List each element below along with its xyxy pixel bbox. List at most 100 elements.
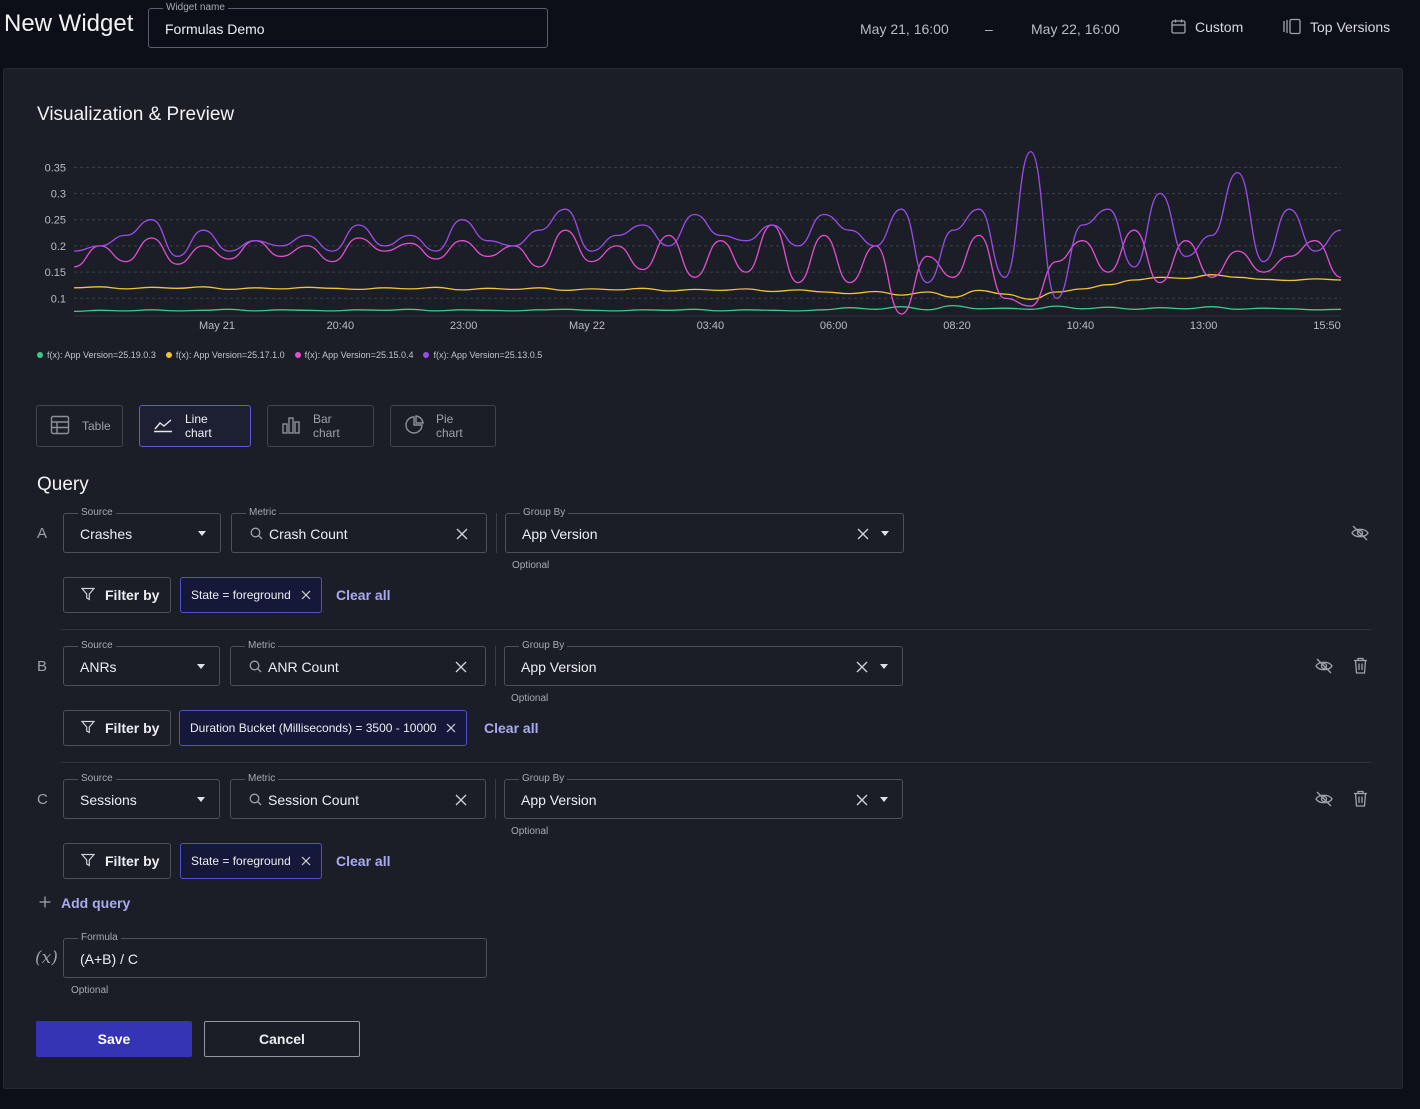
metric-label: Metric [245, 773, 279, 785]
pie-chart-view-button[interactable]: Pie chart [390, 405, 496, 447]
filter-chip-label: State = foreground [191, 854, 291, 868]
group-by-value: App Version [522, 526, 598, 542]
source-value: ANRs [80, 659, 117, 675]
remove-filter-icon[interactable] [301, 856, 311, 866]
filter-by-button-c[interactable]: Filter by [63, 843, 171, 879]
legend-color-dot [165, 352, 172, 358]
caret-down-icon [880, 797, 888, 802]
filter-chip-b[interactable]: Duration Bucket (Milliseconds) = 3500 - … [179, 710, 468, 746]
series-line-4 [73, 150, 1342, 299]
date-range-start[interactable]: May 21, 16:00 [860, 21, 949, 37]
legend-color-dot [294, 352, 301, 358]
remove-filter-icon[interactable] [301, 590, 311, 600]
query-title: Query [37, 474, 89, 495]
versions-icon [1282, 18, 1302, 35]
date-range-end[interactable]: May 22, 16:00 [1031, 21, 1120, 37]
cancel-button[interactable]: Cancel [204, 1021, 360, 1057]
table-icon [50, 415, 70, 438]
clear-group-by-icon[interactable] [856, 660, 868, 678]
filter-chip-a[interactable]: State = foreground [180, 577, 322, 613]
remove-filter-icon[interactable] [446, 723, 456, 733]
add-query-label: Add query [61, 895, 131, 911]
filter-by-label: Filter by [105, 853, 160, 869]
eye-off-icon[interactable] [1351, 525, 1369, 546]
source-select-a[interactable]: Source Crashes [63, 507, 221, 553]
eye-off-icon[interactable] [1315, 791, 1333, 812]
legend-label: f(x): App Version=25.19.0.3 [47, 350, 156, 360]
group-by-label: Group By [519, 640, 568, 652]
formula-value[interactable]: (A+B) / C [80, 951, 138, 967]
source-value: Sessions [80, 792, 137, 808]
filter-by-label: Filter by [105, 587, 160, 603]
formula-icon: (x) [35, 948, 58, 968]
widget-editor-panel: Visualization & Preview 0.1 0.15 0.2 0.25 0.… [3, 68, 1403, 1089]
legend-item[interactable]: f(x): App Version=25.17.1.0 [165, 350, 285, 360]
plus-icon [39, 895, 51, 911]
group-by-select-a[interactable]: Group By App Version [505, 507, 904, 553]
legend-label: f(x): App Version=25.17.1.0 [175, 350, 285, 360]
clear-metric-icon[interactable] [455, 793, 467, 811]
filter-icon [80, 587, 96, 604]
filter-by-button-a[interactable]: Filter by [63, 577, 171, 613]
trash-icon[interactable] [1353, 790, 1368, 812]
filter-chip-c[interactable]: State = foreground [180, 843, 322, 879]
source-value: Crashes [80, 526, 133, 542]
metric-label: Metric [246, 507, 280, 519]
widget-name-field[interactable]: Widget name Formulas Demo [148, 2, 548, 48]
clear-group-by-icon[interactable] [857, 527, 869, 545]
source-label: Source [78, 507, 116, 519]
clear-metric-icon[interactable] [456, 527, 468, 545]
clear-all-filters-b[interactable]: Clear all [484, 720, 539, 736]
bar-chart-icon [281, 415, 301, 438]
clear-all-filters-a[interactable]: Clear all [336, 587, 391, 603]
widget-name-value[interactable]: Formulas Demo [165, 21, 265, 37]
group-by-select-c[interactable]: Group By App Version [504, 773, 903, 819]
query-divider [61, 762, 1371, 763]
line-chart-icon [153, 417, 173, 436]
group-by-optional-hint: Optional [511, 693, 549, 704]
clear-metric-icon[interactable] [455, 660, 467, 678]
pie-chart-icon [404, 414, 424, 438]
legend-item[interactable]: f(x): App Version=25.19.0.3 [37, 350, 156, 360]
legend-label: f(x): App Version=25.15.0.4 [304, 350, 414, 360]
custom-range-button[interactable]: Custom [1170, 18, 1243, 35]
trash-icon[interactable] [1353, 657, 1368, 679]
metric-field-b[interactable]: Metric ANR Count [230, 640, 486, 686]
table-view-button[interactable]: Table [36, 405, 123, 447]
filter-by-button-b[interactable]: Filter by [63, 710, 171, 746]
group-by-select-b[interactable]: Group By App Version [504, 640, 903, 686]
search-icon [249, 793, 262, 811]
widget-name-label: Widget name [163, 2, 228, 14]
x-tick-label: 15:50 [1313, 320, 1341, 332]
legend-item[interactable]: f(x): App Version=25.13.0.5 [423, 350, 542, 360]
query-divider [61, 629, 1371, 630]
x-tick-label: 03:40 [697, 320, 725, 332]
page-title: New Widget [4, 10, 134, 37]
source-select-c[interactable]: Source Sessions [63, 773, 220, 819]
caret-down-icon [881, 531, 889, 536]
pie-chart-view-label: Pie chart [436, 412, 463, 440]
formula-optional-hint: Optional [71, 985, 109, 996]
clear-group-by-icon[interactable] [856, 793, 868, 811]
x-tick-label: May 21 [199, 320, 235, 332]
top-versions-button[interactable]: Top Versions [1282, 18, 1390, 35]
source-select-b[interactable]: Source ANRs [63, 640, 220, 686]
add-query-button[interactable]: Add query [39, 895, 130, 911]
field-divider [495, 646, 496, 686]
eye-off-icon[interactable] [1315, 658, 1333, 679]
calendar-icon [1170, 18, 1187, 35]
save-button[interactable]: Save [36, 1021, 192, 1057]
bar-chart-view-button[interactable]: Bar chart [267, 405, 374, 447]
metric-field-c[interactable]: Metric Session Count [230, 773, 486, 819]
line-chart-view-button[interactable]: Line chart [139, 405, 251, 447]
formula-field[interactable]: Formula (A+B) / C [63, 932, 487, 978]
chart-legend: f(x): App Version=25.19.0.3 f(x): App Ver… [37, 350, 542, 360]
metric-value: Crash Count [269, 526, 348, 542]
line-chart-view-label: Line chart [185, 412, 212, 440]
metric-field-a[interactable]: Metric Crash Count [231, 507, 487, 553]
clear-all-filters-c[interactable]: Clear all [336, 853, 391, 869]
legend-label: f(x): App Version=25.13.0.5 [433, 350, 543, 360]
legend-item[interactable]: f(x): App Version=25.15.0.4 [294, 350, 414, 360]
y-tick-label: 0.25 [45, 215, 66, 227]
caret-down-icon [880, 664, 888, 669]
